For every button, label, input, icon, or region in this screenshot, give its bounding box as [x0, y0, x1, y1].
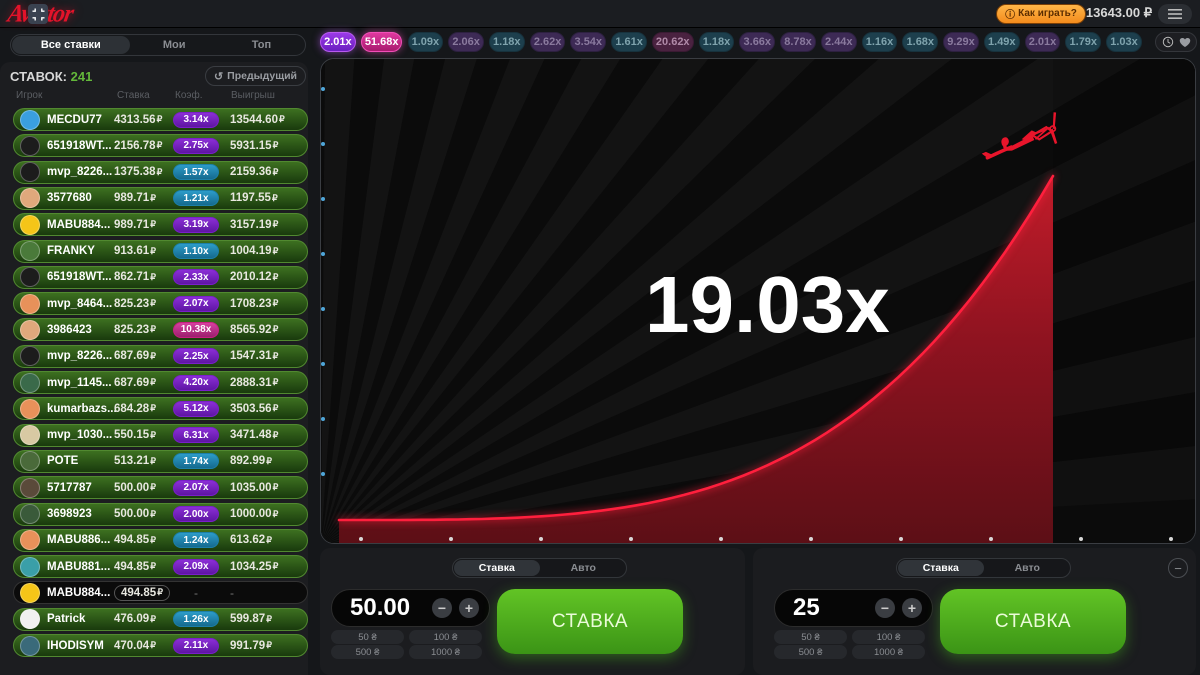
svg-text:19.03x: 19.03x	[645, 260, 890, 349]
